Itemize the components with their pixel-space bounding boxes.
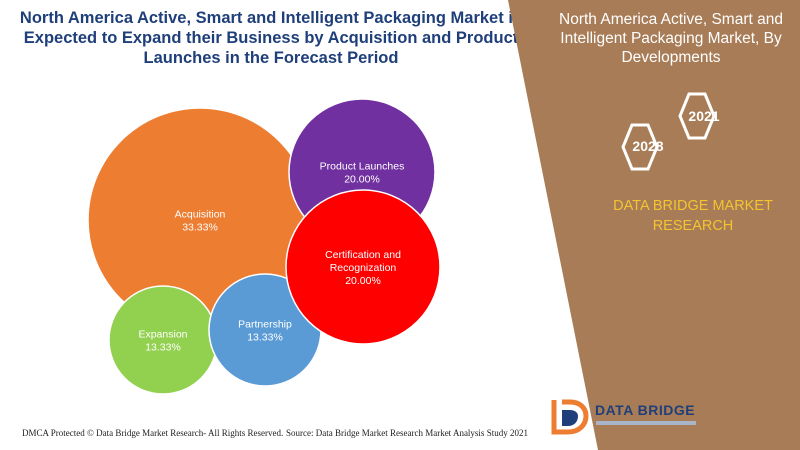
bubble-label: Partnership [238, 319, 292, 331]
side-panel-brand: DATA BRIDGE MARKET RESEARCH [613, 198, 773, 234]
bubble-label: Acquisition [175, 209, 226, 221]
side-panel-background [508, 0, 800, 450]
side-panel [508, 0, 800, 450]
bubble-label: Certification and [325, 249, 401, 261]
bubble-value: 33.33% [182, 222, 218, 234]
bubble-certification-and-recognization [285, 189, 441, 345]
bubble-value: 20.00% [344, 174, 380, 186]
side-panel-title: North America Active, Smart and Intellig… [559, 11, 783, 66]
bubble-label: Expansion [138, 329, 187, 341]
logo-icon [551, 399, 589, 435]
footer-source: Source: Data Bridge Market Research Mark… [286, 428, 528, 438]
bubble-label: Recognization [330, 262, 397, 274]
logo-underline [596, 421, 696, 425]
footer-copyright: DMCA Protected © Data Bridge Market Rese… [22, 428, 284, 438]
logo-name: DATA BRIDGE [595, 402, 696, 418]
bubble-label: Product Launches [320, 161, 405, 173]
chart-title: North America Active, Smart and Intellig… [19, 9, 523, 67]
hexagon-2021-icon [678, 92, 716, 140]
bubble-value: 20.00% [345, 275, 381, 287]
bubble-value: 13.33% [145, 342, 181, 354]
bubble-value: 13.33% [247, 332, 283, 344]
hexagon-2028-icon [621, 123, 659, 171]
year-2021: 2021 [688, 108, 720, 124]
year-2028: 2028 [632, 138, 664, 154]
